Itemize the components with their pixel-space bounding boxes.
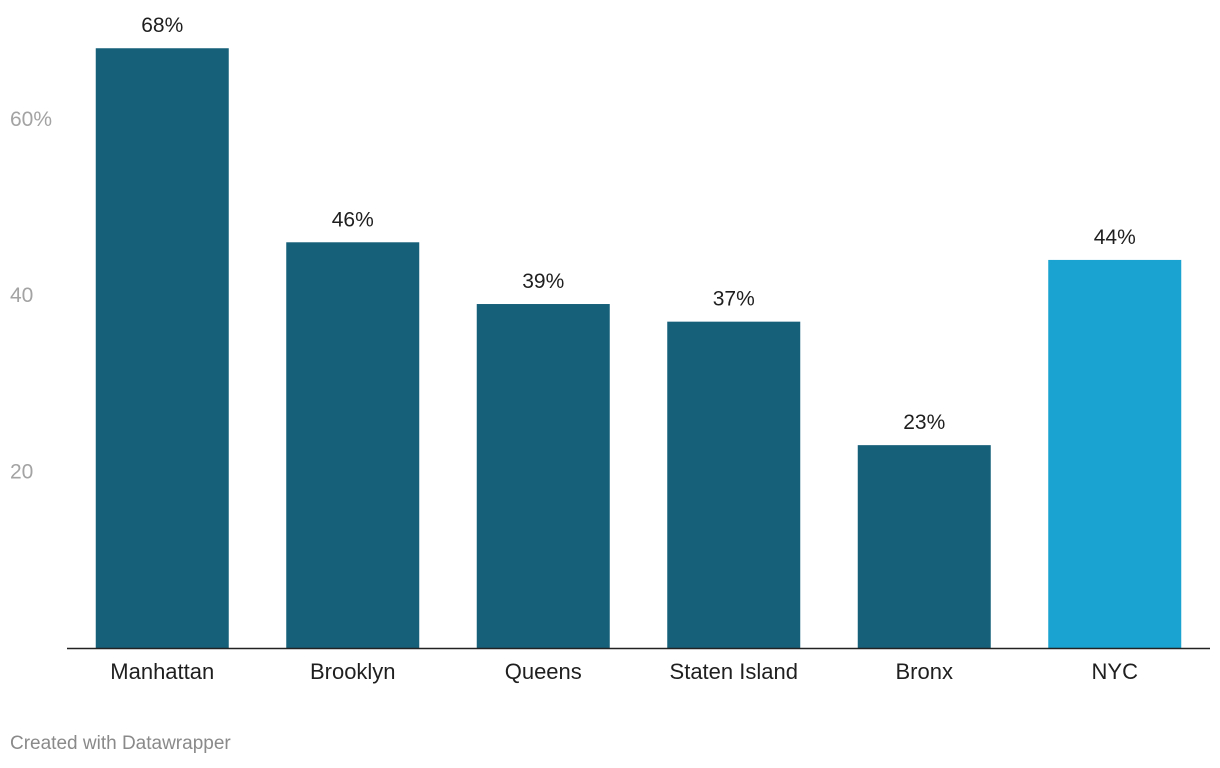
category-labels-group: Manhattan Brooklyn Queens Staten Island Bron… xyxy=(110,659,1138,684)
y-tick-label: 20 xyxy=(10,461,33,484)
bar-nyc xyxy=(1048,259,1182,648)
category-label: Bronx xyxy=(896,659,953,684)
bar-brooklyn xyxy=(286,242,420,648)
data-label: 39% xyxy=(522,270,564,293)
category-label: Manhattan xyxy=(110,659,214,684)
bars-group xyxy=(95,48,1182,649)
bar-manhattan xyxy=(95,48,229,649)
category-label: Brooklyn xyxy=(310,659,396,684)
y-axis-ticks: 20 40 60% xyxy=(10,108,52,484)
data-labels-group: 68% 46% 39% 37% 23% 44% xyxy=(141,14,1136,434)
credit-text: Created with Datawrapper xyxy=(10,733,231,754)
y-tick-label: 40 xyxy=(10,284,33,307)
data-label: 68% xyxy=(141,14,183,37)
category-label: Queens xyxy=(505,659,582,684)
category-label: NYC xyxy=(1092,659,1139,684)
bar-bronx xyxy=(857,445,991,648)
data-label: 44% xyxy=(1094,226,1136,249)
data-label: 23% xyxy=(903,411,945,434)
bar-staten-island xyxy=(667,321,801,648)
bar-queens xyxy=(476,304,610,648)
category-label: Staten Island xyxy=(670,659,798,684)
data-label: 37% xyxy=(713,288,755,311)
y-tick-label: 60% xyxy=(10,108,52,131)
data-label: 46% xyxy=(332,208,374,231)
